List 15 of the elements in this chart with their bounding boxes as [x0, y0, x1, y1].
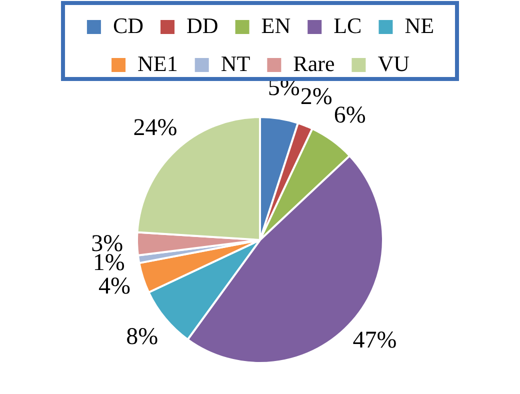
legend-label: NE — [404, 12, 434, 38]
data-label: 2% — [300, 84, 332, 110]
data-label: 8% — [126, 324, 158, 350]
legend-label: DD — [186, 12, 218, 38]
legend-label: NE1 — [138, 50, 178, 76]
data-label: 47% — [352, 327, 397, 354]
legend-label: CD — [112, 12, 144, 38]
data-label: 4% — [98, 274, 130, 300]
legend-label: EN — [261, 12, 291, 38]
legend-label: VU — [378, 50, 410, 76]
legend-label: Rare — [293, 50, 335, 76]
legend-label: LC — [334, 12, 362, 38]
data-label: 6% — [334, 102, 366, 129]
data-label: 24% — [133, 114, 178, 141]
legend-label: NT — [220, 50, 251, 76]
